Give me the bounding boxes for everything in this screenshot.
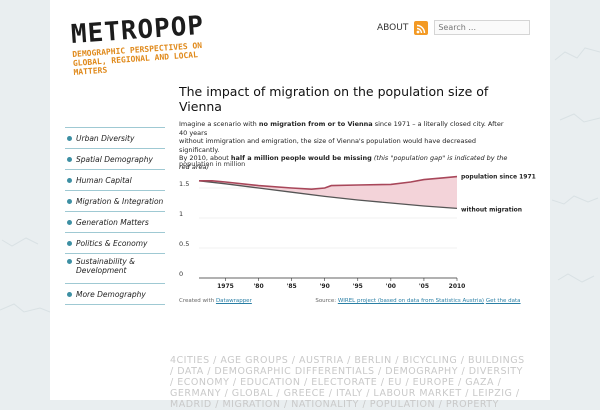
top-navigation: ABOUT — [377, 20, 531, 35]
bullet-icon — [67, 240, 72, 246]
x-tick-label: 1975 — [217, 283, 234, 290]
sidebar-item-label: Migration & Integration — [76, 196, 164, 206]
series-label: without migration — [461, 206, 522, 213]
bullet-icon — [67, 156, 72, 162]
y-tick-label: 1 — [179, 210, 183, 218]
rss-icon[interactable] — [414, 20, 429, 35]
y-tick-label: 1.5 — [179, 180, 189, 188]
chart-svg: population in million 0 0.5 1 1.5 1975 '80 '85 '… — [179, 160, 536, 290]
series-line-population-since-1971 — [199, 175, 458, 191]
x-tick-label: '80 — [253, 283, 263, 290]
sidebar-nav: Urban Diversity Spatial Demography Human… — [65, 127, 165, 305]
sidebar-item-label: Human Capital — [76, 175, 132, 185]
bullet-icon — [67, 198, 72, 204]
sidebar-item-spatial-demography[interactable]: Spatial Demography — [65, 148, 165, 169]
page-container: METROPOP DEMOGRAPHIC PERSPECTIVES ON GLO… — [50, 0, 550, 410]
about-link[interactable]: ABOUT — [377, 22, 409, 33]
y-tick-label: 0.5 — [179, 240, 189, 248]
sidebar-item-label: More Demography — [76, 289, 146, 299]
x-tick-label: '85 — [287, 283, 297, 290]
sidebar-item-label: Sustainability & Development — [76, 257, 136, 275]
intro-italic: (this "population gap" is indicated by t… — [179, 154, 508, 171]
population-chart: population in million 0 0.5 1 1.5 1975 '80 '85 '… — [179, 160, 549, 300]
background-pattern — [0, 47, 600, 313]
sidebar-item-migration-integration[interactable]: Migration & Integration — [65, 190, 165, 211]
sidebar-item-label: Urban Diversity — [76, 133, 135, 143]
intro-bold: half a million people would be missing — [230, 154, 372, 162]
x-tick-label: '05 — [419, 283, 429, 290]
article-title: The impact of migration on the populatio… — [179, 84, 489, 114]
get-data-link[interactable]: Get the data — [485, 298, 521, 304]
sidebar-item-generation-matters[interactable]: Generation Matters — [65, 211, 165, 232]
chart-footer: Created with Datawrapper Source: WIREL p… — [179, 298, 549, 304]
sidebar-item-label: Generation Matters — [76, 217, 149, 227]
bullet-icon — [67, 177, 72, 183]
sidebar-item-urban-diversity[interactable]: Urban Diversity — [65, 127, 165, 148]
article-intro: Imagine a scenario with no migration fro… — [179, 120, 509, 171]
x-tick-label: 2010 — [449, 283, 466, 290]
sidebar-item-more-demography[interactable]: More Demography — [65, 283, 165, 305]
bullet-icon — [67, 219, 72, 225]
sidebar-item-label: Spatial Demography — [76, 154, 153, 164]
tag-cloud[interactable]: 4CITIES / AGE GROUPS / AUSTRIA / BERLIN … — [170, 355, 525, 410]
x-tick-label: '90 — [320, 283, 330, 290]
search-input[interactable] — [434, 20, 531, 35]
x-tick-label: '00 — [386, 283, 396, 290]
intro-bold: no migration from or to Vienna — [258, 120, 373, 128]
intro-text: By 2010, about — [179, 154, 231, 162]
article-main: The impact of migration on the populatio… — [179, 84, 509, 171]
y-tick-label: 0 — [179, 270, 183, 278]
source-label: Source: — [315, 298, 337, 304]
sidebar-item-human-capital[interactable]: Human Capital — [65, 169, 165, 190]
sidebar-item-sustainability-development[interactable]: Sustainability & Development — [65, 253, 165, 283]
series-line-without-migration — [198, 180, 458, 210]
intro-text: Imagine a scenario with — [179, 120, 259, 128]
series-label: population since 1971 — [461, 174, 536, 181]
datawrapper-link[interactable]: Datawrapper — [215, 298, 252, 304]
sidebar-item-label: Politics & Economy — [76, 238, 148, 248]
source-link[interactable]: WIREL project (based on data from Statis… — [337, 298, 485, 304]
sidebar-item-politics-economy[interactable]: Politics & Economy — [65, 232, 165, 253]
site-logo[interactable]: METROPOP DEMOGRAPHIC PERSPECTIVES ON GLO… — [70, 11, 232, 77]
intro-text: since 1971 – a literally closed city. Af… — [179, 120, 504, 137]
bullet-icon — [67, 291, 72, 297]
created-with-label: Created with — [179, 298, 215, 304]
bullet-icon — [67, 259, 72, 264]
bullet-icon — [67, 135, 72, 141]
y-axis-label: population in million — [179, 160, 245, 168]
intro-text: without immigration and emigration, the … — [179, 137, 476, 154]
x-tick-label: '95 — [353, 283, 363, 290]
